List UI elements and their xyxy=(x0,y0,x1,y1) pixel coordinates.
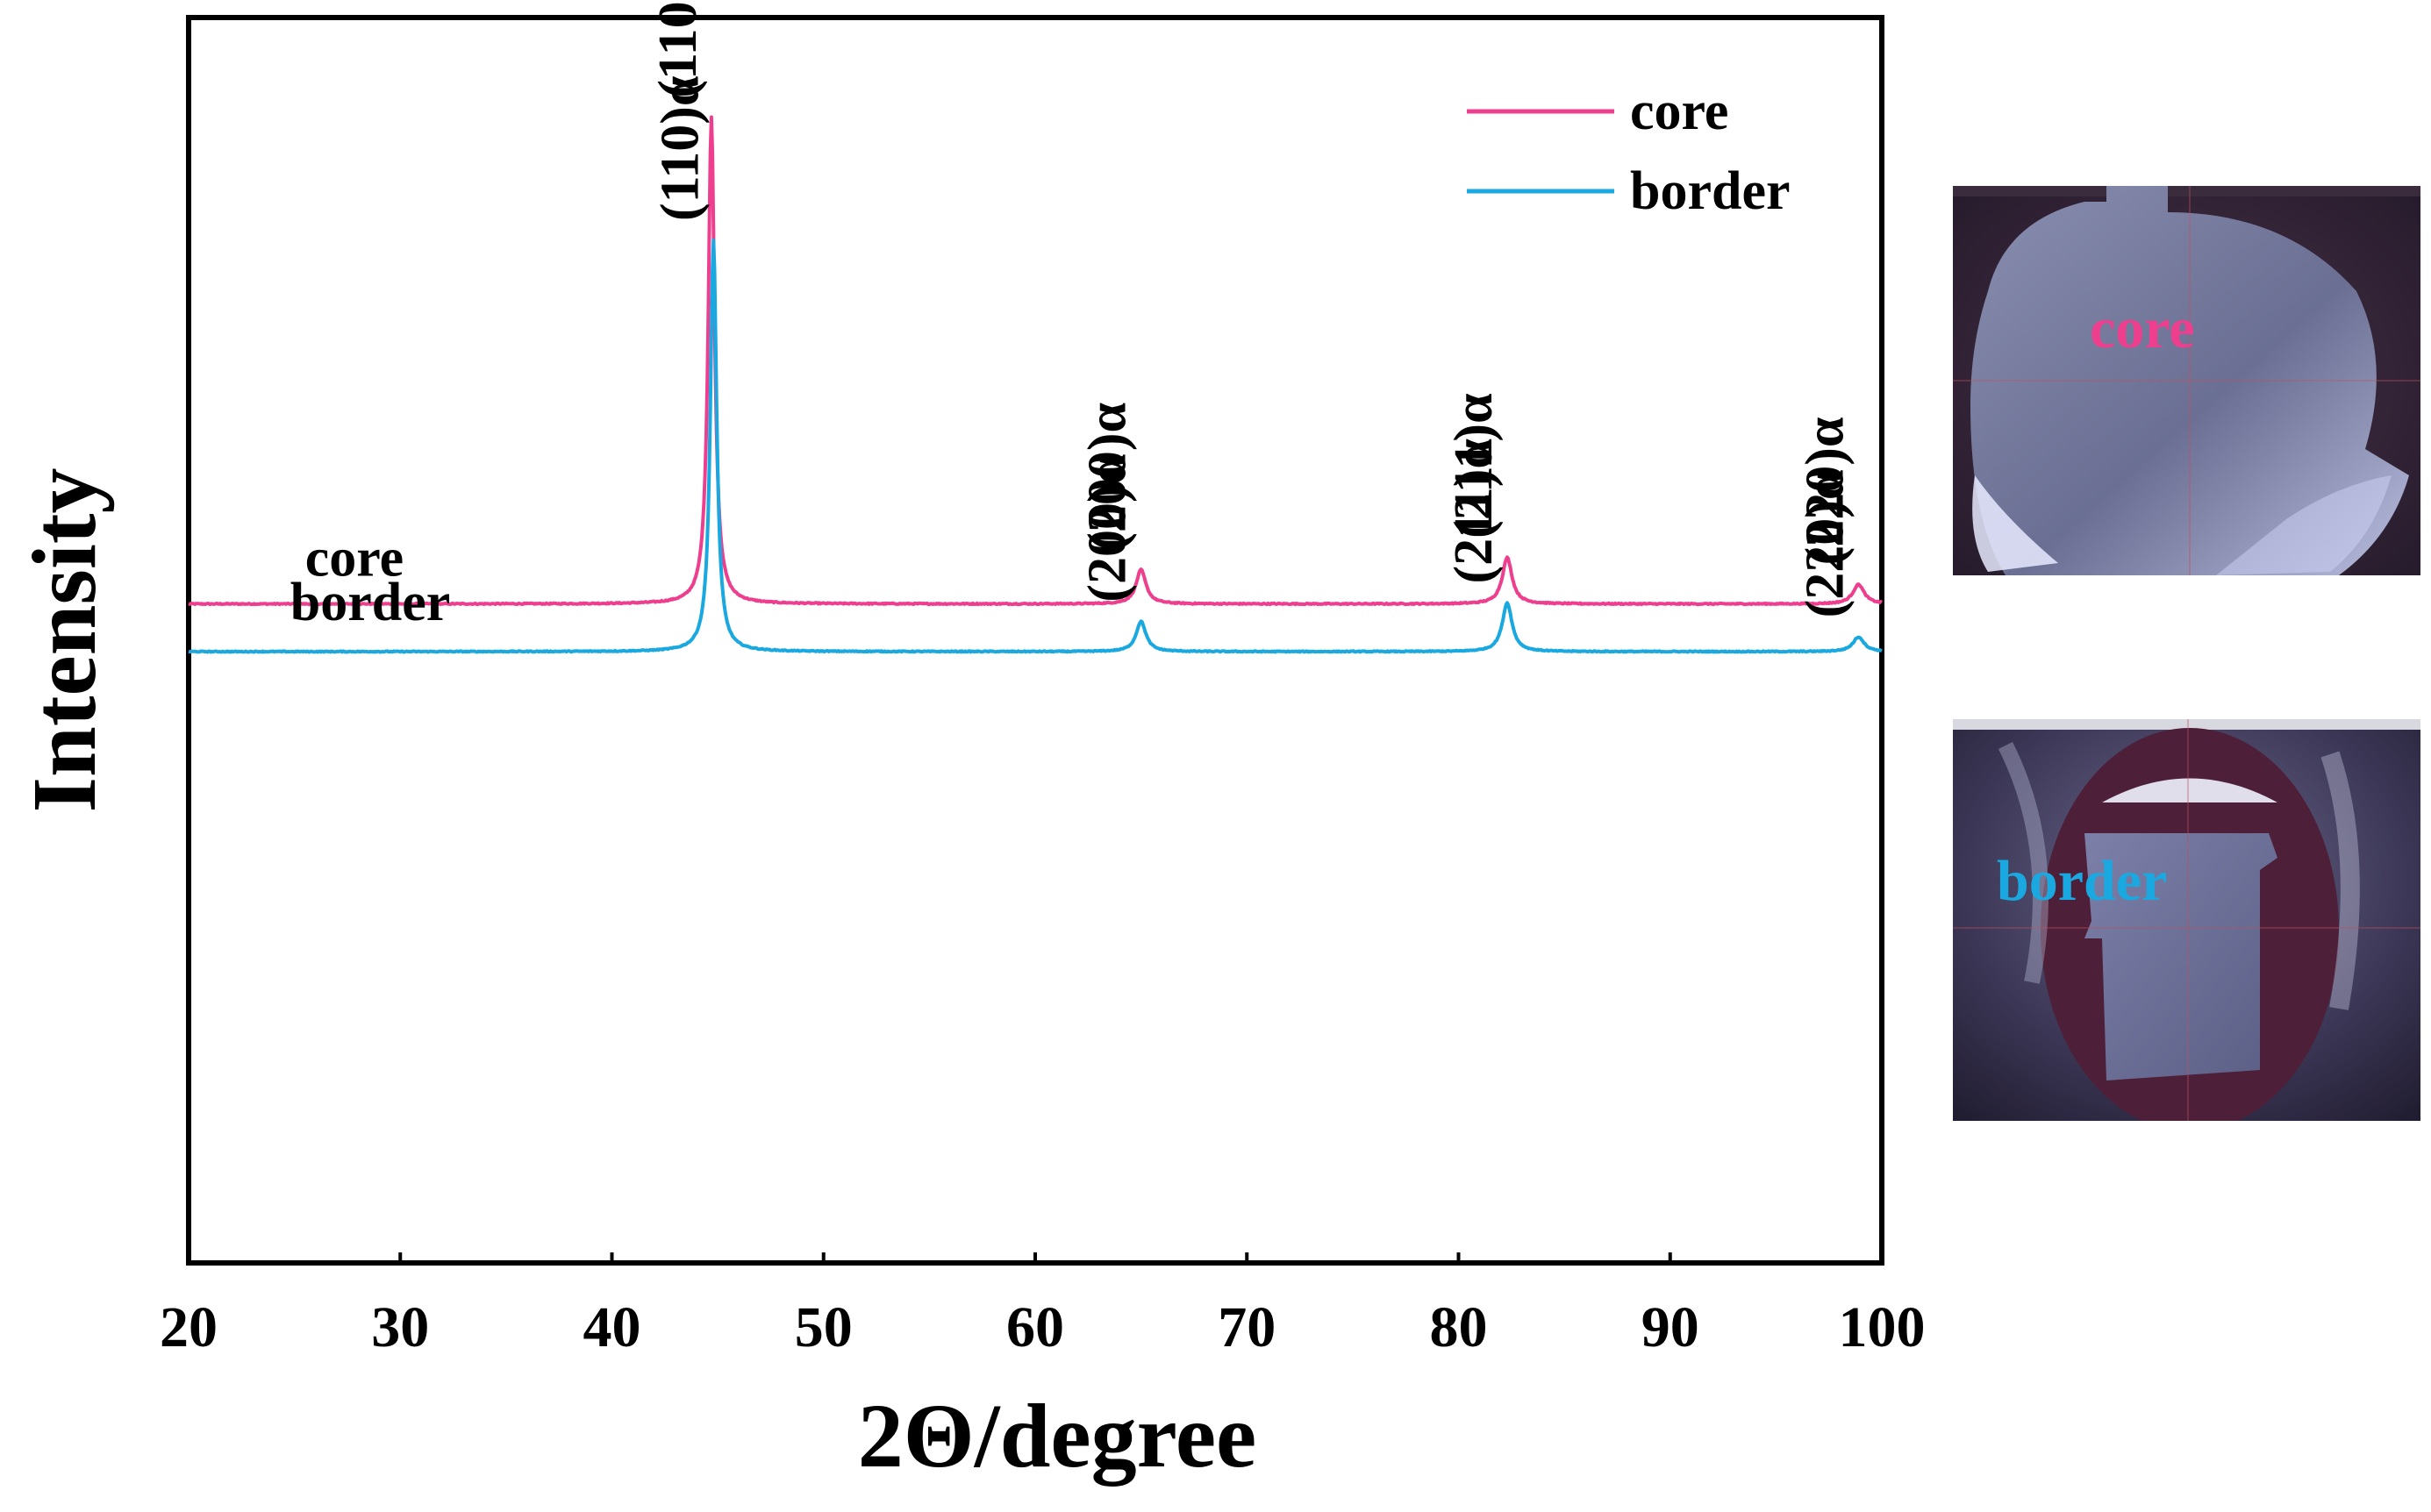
core-sample-photo: core xyxy=(1953,186,2420,575)
legend-label-core: core xyxy=(1630,82,1728,141)
border-sample-photo: border xyxy=(1953,719,2420,1121)
core-photo-label: core xyxy=(2090,296,2195,360)
peak-label-border-1: (200)α xyxy=(1078,454,1138,603)
x-tick-layer: 20 30 40 50 60 70 80 90 100 xyxy=(160,1252,1926,1359)
series-line-core xyxy=(188,115,1884,607)
curve-label-core: core xyxy=(305,529,404,588)
series-line-border xyxy=(188,238,1883,654)
x-tick-label-30: 30 xyxy=(371,1295,429,1359)
peak-label-border-3: (220)α xyxy=(1796,469,1855,617)
peak-label-core-0: (110)α xyxy=(648,0,708,98)
annotation-layer: core (110)α (200)α (211)α (220)α border (110)α… xyxy=(290,0,1855,632)
peak-label-border-2: (211)α xyxy=(1444,439,1504,583)
plot-frame xyxy=(186,15,1884,1266)
x-tick-label-80: 80 xyxy=(1430,1295,1488,1359)
curve-label-border: border xyxy=(290,573,451,632)
x-tick-label-20: 20 xyxy=(160,1295,218,1359)
x-tick-label-100: 100 xyxy=(1839,1295,1926,1359)
peak-label-core-3: (220)α xyxy=(1796,417,1855,565)
peak-label-core-1: (200)α xyxy=(1078,403,1138,551)
x-tick-label-60: 60 xyxy=(1006,1295,1064,1359)
legend-label-border: border xyxy=(1630,161,1791,221)
border-photo-label: border xyxy=(1997,849,2168,913)
x-tick-label-50: 50 xyxy=(795,1295,853,1359)
x-tick-label-70: 70 xyxy=(1218,1295,1276,1359)
xrd-chart: core (110)α (200)α (211)α (220)α border (110)α… xyxy=(14,0,1926,1487)
peak-label-core-2: (211)α xyxy=(1444,393,1504,538)
x-tick-label-40: 40 xyxy=(583,1295,641,1359)
x-axis-label: 2Θ/degree xyxy=(858,1386,1256,1487)
legend: core border xyxy=(1467,82,1791,221)
series-layer xyxy=(188,115,1884,654)
x-tick-label-90: 90 xyxy=(1641,1295,1699,1359)
peak-label-border-0: (110)α xyxy=(650,76,710,221)
y-axis-label: Intensity xyxy=(14,468,115,813)
